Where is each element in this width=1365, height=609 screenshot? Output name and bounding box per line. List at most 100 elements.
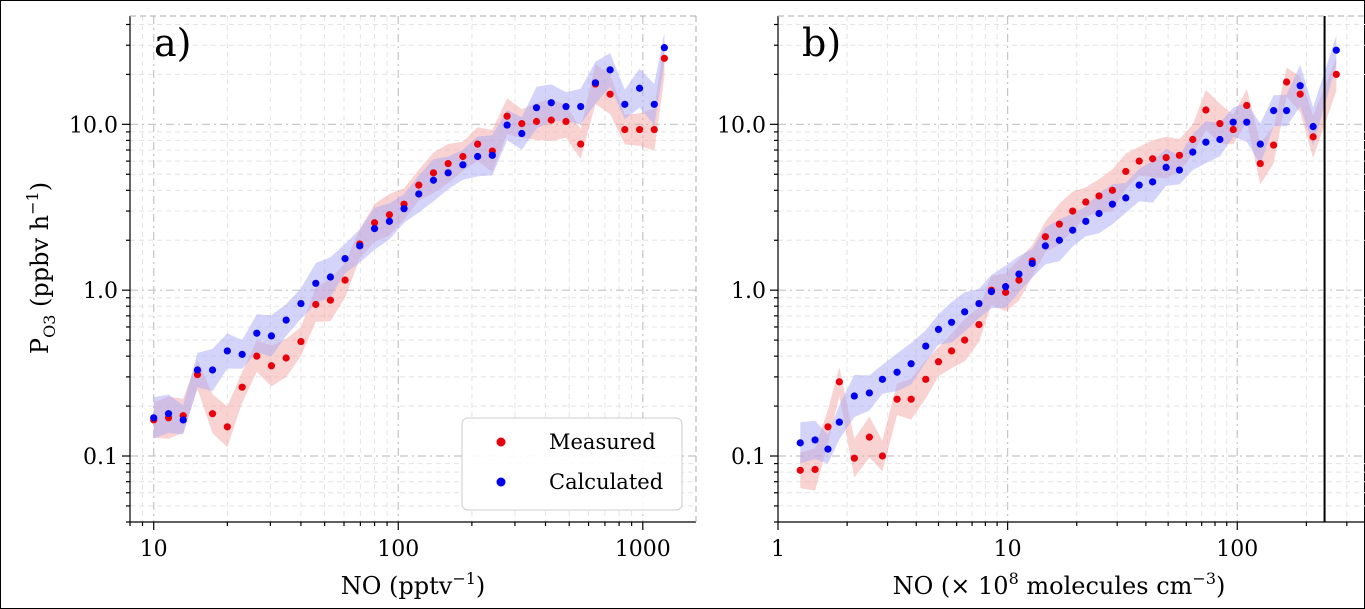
data-point	[660, 44, 668, 52]
data-point	[503, 112, 511, 120]
data-point	[1162, 163, 1170, 171]
data-point	[267, 362, 276, 370]
data-point	[370, 225, 379, 233]
data-point	[429, 169, 438, 177]
data-point	[1095, 209, 1103, 218]
data-point	[824, 423, 832, 431]
x-tick-label: 10	[994, 537, 1022, 562]
data-point	[1256, 159, 1264, 168]
data-point	[429, 176, 438, 184]
data-point	[907, 395, 915, 403]
data-point	[1229, 125, 1237, 134]
x-axis-label: NO (× 108 molecules cm−3)	[893, 569, 1226, 600]
data-point	[907, 360, 915, 368]
data-point	[660, 54, 668, 62]
data-point	[621, 125, 629, 134]
data-point	[934, 325, 943, 333]
data-point	[267, 332, 276, 340]
x-tick-label: 100	[1216, 537, 1258, 562]
legend: Measured Calculated	[461, 417, 683, 511]
data-point	[1282, 78, 1291, 86]
data-point	[922, 375, 930, 383]
data-point	[1015, 270, 1023, 278]
data-point	[1216, 135, 1224, 144]
data-point	[835, 378, 843, 386]
data-point	[1015, 276, 1023, 284]
data-point	[850, 392, 858, 400]
data-point	[547, 99, 555, 107]
data-point	[878, 452, 887, 460]
y-tick-label: 0.1	[83, 445, 118, 470]
data-point	[459, 161, 467, 169]
data-point	[893, 368, 901, 376]
data-point	[1069, 226, 1077, 234]
data-point	[961, 336, 969, 344]
y-tick-label: 1.0	[83, 279, 118, 304]
data-point	[1108, 200, 1117, 208]
data-point	[415, 190, 423, 198]
data-point	[796, 466, 804, 474]
data-point	[1002, 288, 1010, 296]
data-point	[811, 436, 819, 444]
data-point	[326, 296, 335, 304]
data-point	[312, 300, 320, 309]
data-point	[577, 140, 585, 148]
data-point	[987, 288, 996, 296]
data-point	[606, 66, 614, 74]
data-point	[474, 140, 482, 148]
data-point	[650, 100, 658, 108]
data-point	[1296, 90, 1304, 98]
data-point	[1282, 106, 1291, 115]
data-point	[193, 366, 202, 374]
data-point	[606, 90, 614, 98]
calculated-series	[150, 44, 668, 424]
calculated-band	[800, 35, 1337, 464]
x-tick-label: 10	[140, 537, 168, 562]
legend-entry: Measured	[549, 430, 656, 454]
data-point	[1270, 106, 1278, 115]
data-point	[1055, 220, 1063, 228]
data-point	[297, 299, 305, 308]
data-point	[947, 347, 956, 355]
data-point	[503, 121, 511, 129]
data-point	[532, 117, 541, 126]
data-point	[312, 279, 320, 287]
data-point	[1108, 186, 1117, 194]
data-point	[1175, 166, 1184, 174]
data-point	[1202, 138, 1210, 146]
data-point	[922, 342, 930, 350]
data-point	[1189, 135, 1197, 144]
data-point	[1189, 148, 1197, 156]
data-point	[1175, 151, 1184, 159]
data-point	[208, 366, 217, 374]
calculated-band	[153, 32, 665, 439]
data-point	[1216, 120, 1224, 128]
data-point	[253, 329, 261, 337]
data-point	[518, 120, 526, 128]
panel-label: b)	[802, 21, 841, 65]
data-point	[1229, 118, 1237, 126]
data-point	[1082, 198, 1090, 206]
data-point	[635, 125, 644, 134]
data-point	[150, 414, 158, 422]
data-point	[547, 116, 555, 124]
data-point	[1095, 192, 1103, 200]
y-tick-label: 1.0	[731, 279, 766, 304]
data-point	[1243, 118, 1251, 126]
data-point	[474, 152, 482, 161]
data-point	[223, 347, 231, 355]
panel-a: 10 100 1000 0.1 1.0 10.0 a) NO (pptv−1) Measured…	[69, 15, 697, 600]
data-point	[893, 395, 901, 403]
data-point	[1069, 207, 1077, 215]
data-point	[591, 79, 600, 87]
y-tick-label: 10.0	[717, 113, 766, 138]
data-point	[444, 169, 452, 177]
data-point	[796, 439, 804, 447]
measured-band	[153, 39, 665, 448]
data-point	[1122, 194, 1130, 202]
data-point	[1332, 70, 1340, 79]
data-point	[1041, 233, 1049, 241]
y-axis-label: PO3 (ppbv h−1)	[23, 182, 59, 354]
data-point	[253, 352, 261, 360]
